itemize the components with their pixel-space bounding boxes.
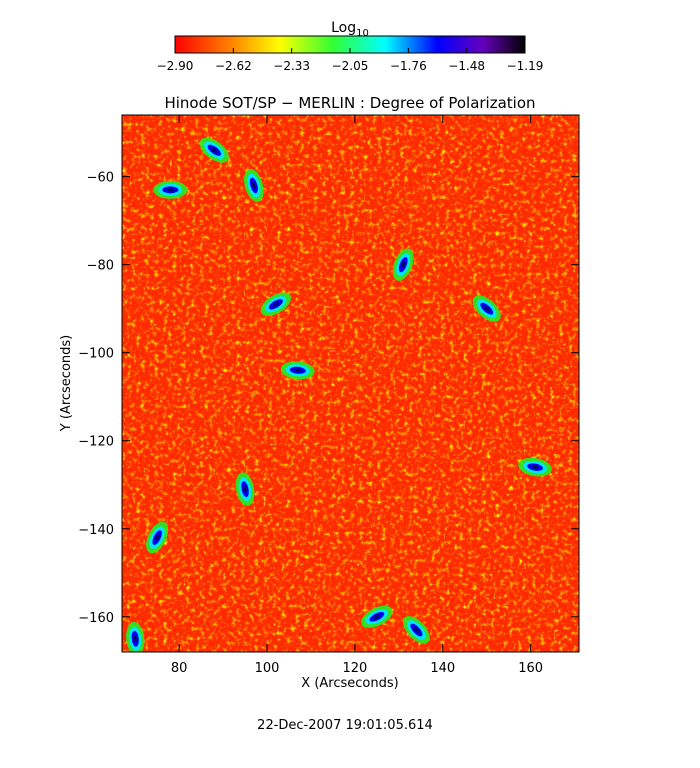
y-tick-label: −80 <box>87 259 114 274</box>
colorbar-tick-label: −2.90 <box>157 59 194 73</box>
plot-frame <box>121 114 580 653</box>
colorbar-tick-label: −2.62 <box>215 59 252 73</box>
y-tick-label: −60 <box>87 171 114 186</box>
y-tick-label: −120 <box>78 435 114 450</box>
colorbar-label: Log10 <box>331 20 369 39</box>
colorbar-tick-label: −1.76 <box>390 59 427 73</box>
y-axis-label: Y (Arcseconds) <box>59 335 74 432</box>
high-polarization-feature <box>153 180 188 199</box>
colorbar-tick-label: −2.33 <box>273 59 310 73</box>
x-axis-label: X (Arcseconds) <box>301 676 398 691</box>
x-tick-label: 160 <box>518 661 543 676</box>
y-tick-label: −100 <box>78 347 114 362</box>
high-polarization-feature <box>280 361 315 380</box>
y-tick-label: −160 <box>78 611 114 626</box>
high-polarization-feature <box>403 616 430 644</box>
x-tick-label: 80 <box>171 661 188 676</box>
chart-title: Hinode SOT/SP − MERLIN : Degree of Polar… <box>164 94 535 112</box>
high-polarization-feature <box>235 472 255 506</box>
heatmap-image <box>122 115 579 652</box>
x-tick-label: 140 <box>430 661 455 676</box>
timestamp: 22-Dec-2007 19:01:05.614 <box>257 718 433 733</box>
high-polarization-feature <box>392 248 414 281</box>
high-polarization-feature <box>126 621 145 652</box>
high-polarization-feature <box>260 292 291 317</box>
high-polarization-feature <box>243 168 264 202</box>
y-tick-label: −140 <box>78 523 114 538</box>
high-polarization-feature <box>146 521 169 554</box>
x-tick-label: 100 <box>255 661 280 676</box>
colorbar-tick-label: −1.19 <box>507 59 544 73</box>
high-polarization-feature <box>199 137 229 163</box>
high-polarization-feature <box>472 295 501 322</box>
colorbar-tick-label: −2.05 <box>332 59 369 73</box>
x-tick-label: 120 <box>342 661 367 676</box>
high-polarization-feature <box>361 605 393 628</box>
high-polarization-feature <box>518 457 552 477</box>
colorbar-tick-label: −1.48 <box>448 59 485 73</box>
